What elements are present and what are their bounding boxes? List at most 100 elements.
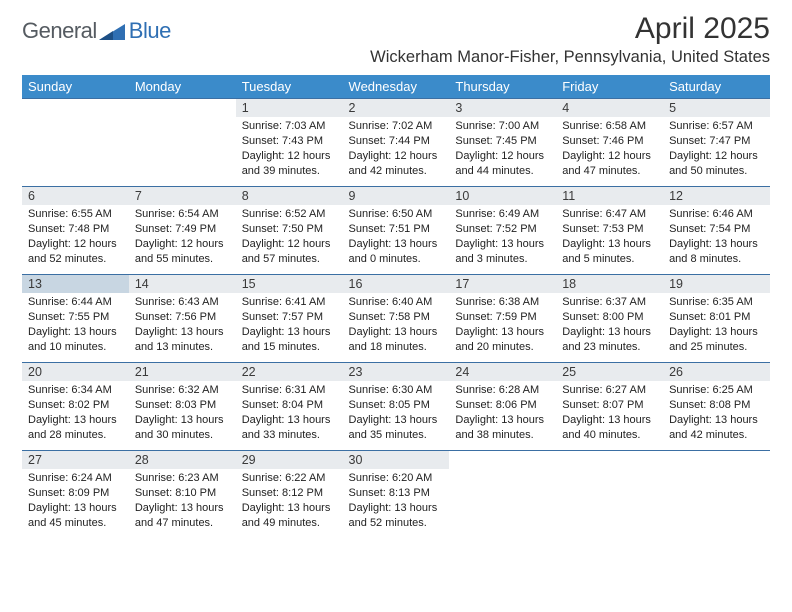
sunset-line: Sunset: 7:54 PM — [669, 222, 764, 237]
sunrise-line: Sunrise: 6:43 AM — [135, 295, 230, 310]
daylight-line: Daylight: 12 hours and 57 minutes. — [242, 237, 337, 267]
day-number-bar: 24 — [449, 363, 556, 381]
sunrise-line: Sunrise: 6:28 AM — [455, 383, 550, 398]
day-number-bar: 18 — [556, 275, 663, 293]
daylight-line: Daylight: 13 hours and 38 minutes. — [455, 413, 550, 443]
calendar-day-cell: 6Sunrise: 6:55 AMSunset: 7:48 PMDaylight… — [22, 187, 129, 275]
sunset-line: Sunset: 7:51 PM — [349, 222, 444, 237]
day-body: Sunrise: 6:43 AMSunset: 7:56 PMDaylight:… — [129, 293, 236, 358]
sunrise-line: Sunrise: 6:54 AM — [135, 207, 230, 222]
day-number-bar: 7 — [129, 187, 236, 205]
day-number-bar: 1 — [236, 99, 343, 117]
day-number-bar: 17 — [449, 275, 556, 293]
day-body: Sunrise: 6:44 AMSunset: 7:55 PMDaylight:… — [22, 293, 129, 358]
calendar-day-cell: 18Sunrise: 6:37 AMSunset: 8:00 PMDayligh… — [556, 275, 663, 363]
weekday-header: Thursday — [449, 75, 556, 99]
calendar-day-cell: 16Sunrise: 6:40 AMSunset: 7:58 PMDayligh… — [343, 275, 450, 363]
day-number-bar: 14 — [129, 275, 236, 293]
calendar-day-cell: 10Sunrise: 6:49 AMSunset: 7:52 PMDayligh… — [449, 187, 556, 275]
day-body: Sunrise: 6:20 AMSunset: 8:13 PMDaylight:… — [343, 469, 450, 534]
day-body: Sunrise: 6:25 AMSunset: 8:08 PMDaylight:… — [663, 381, 770, 446]
weekday-header: Saturday — [663, 75, 770, 99]
day-body: Sunrise: 6:27 AMSunset: 8:07 PMDaylight:… — [556, 381, 663, 446]
day-number-bar: 28 — [129, 451, 236, 469]
day-number-bar: 19 — [663, 275, 770, 293]
day-body: Sunrise: 7:03 AMSunset: 7:43 PMDaylight:… — [236, 117, 343, 182]
calendar-day-cell: 5Sunrise: 6:57 AMSunset: 7:47 PMDaylight… — [663, 99, 770, 187]
calendar-day-cell: 23Sunrise: 6:30 AMSunset: 8:05 PMDayligh… — [343, 363, 450, 451]
sunrise-line: Sunrise: 6:32 AM — [135, 383, 230, 398]
brand-name-b: Blue — [99, 18, 171, 44]
day-number-bar: 11 — [556, 187, 663, 205]
day-body: Sunrise: 6:31 AMSunset: 8:04 PMDaylight:… — [236, 381, 343, 446]
day-body: Sunrise: 6:58 AMSunset: 7:46 PMDaylight:… — [556, 117, 663, 182]
day-body: Sunrise: 6:30 AMSunset: 8:05 PMDaylight:… — [343, 381, 450, 446]
daylight-line: Daylight: 13 hours and 35 minutes. — [349, 413, 444, 443]
sunset-line: Sunset: 8:13 PM — [349, 486, 444, 501]
sunrise-line: Sunrise: 6:41 AM — [242, 295, 337, 310]
day-number-bar: 23 — [343, 363, 450, 381]
sunset-line: Sunset: 7:57 PM — [242, 310, 337, 325]
sunset-line: Sunset: 8:03 PM — [135, 398, 230, 413]
calendar-day-cell: .. — [663, 451, 770, 539]
sunset-line: Sunset: 7:59 PM — [455, 310, 550, 325]
calendar-page: General Blue April 2025 Wickerham Manor-… — [0, 0, 792, 612]
calendar-week-row: 6Sunrise: 6:55 AMSunset: 7:48 PMDaylight… — [22, 187, 770, 275]
calendar-day-cell: 21Sunrise: 6:32 AMSunset: 8:03 PMDayligh… — [129, 363, 236, 451]
sunset-line: Sunset: 7:55 PM — [28, 310, 123, 325]
sunrise-line: Sunrise: 6:52 AM — [242, 207, 337, 222]
brand-logo: General Blue — [22, 18, 171, 44]
day-number-bar: 30 — [343, 451, 450, 469]
calendar-day-cell: 27Sunrise: 6:24 AMSunset: 8:09 PMDayligh… — [22, 451, 129, 539]
weekday-header: Wednesday — [343, 75, 450, 99]
daylight-line: Daylight: 12 hours and 55 minutes. — [135, 237, 230, 267]
day-number-bar: 15 — [236, 275, 343, 293]
sunrise-line: Sunrise: 6:47 AM — [562, 207, 657, 222]
day-body: Sunrise: 6:47 AMSunset: 7:53 PMDaylight:… — [556, 205, 663, 270]
daylight-line: Daylight: 12 hours and 42 minutes. — [349, 149, 444, 179]
sunset-line: Sunset: 8:09 PM — [28, 486, 123, 501]
sunset-line: Sunset: 8:02 PM — [28, 398, 123, 413]
weekday-header: Tuesday — [236, 75, 343, 99]
daylight-line: Daylight: 12 hours and 39 minutes. — [242, 149, 337, 179]
calendar-day-cell: 11Sunrise: 6:47 AMSunset: 7:53 PMDayligh… — [556, 187, 663, 275]
day-number-bar: 9 — [343, 187, 450, 205]
calendar-table: SundayMondayTuesdayWednesdayThursdayFrid… — [22, 75, 770, 539]
calendar-thead: SundayMondayTuesdayWednesdayThursdayFrid… — [22, 75, 770, 99]
sunset-line: Sunset: 7:58 PM — [349, 310, 444, 325]
calendar-week-row: 20Sunrise: 6:34 AMSunset: 8:02 PMDayligh… — [22, 363, 770, 451]
sunset-line: Sunset: 8:01 PM — [669, 310, 764, 325]
daylight-line: Daylight: 13 hours and 28 minutes. — [28, 413, 123, 443]
calendar-day-cell: 29Sunrise: 6:22 AMSunset: 8:12 PMDayligh… — [236, 451, 343, 539]
day-body: Sunrise: 6:34 AMSunset: 8:02 PMDaylight:… — [22, 381, 129, 446]
day-body: Sunrise: 6:49 AMSunset: 7:52 PMDaylight:… — [449, 205, 556, 270]
calendar-week-row: 27Sunrise: 6:24 AMSunset: 8:09 PMDayligh… — [22, 451, 770, 539]
calendar-day-cell: 9Sunrise: 6:50 AMSunset: 7:51 PMDaylight… — [343, 187, 450, 275]
daylight-line: Daylight: 13 hours and 49 minutes. — [242, 501, 337, 531]
sunset-line: Sunset: 8:08 PM — [669, 398, 764, 413]
sunrise-line: Sunrise: 6:22 AM — [242, 471, 337, 486]
calendar-day-cell: 2Sunrise: 7:02 AMSunset: 7:44 PMDaylight… — [343, 99, 450, 187]
day-number-bar: 4 — [556, 99, 663, 117]
day-number-bar: 25 — [556, 363, 663, 381]
sunrise-line: Sunrise: 6:49 AM — [455, 207, 550, 222]
day-number-bar: 27 — [22, 451, 129, 469]
day-number-bar: 10 — [449, 187, 556, 205]
day-body: Sunrise: 6:52 AMSunset: 7:50 PMDaylight:… — [236, 205, 343, 270]
calendar-day-cell: 17Sunrise: 6:38 AMSunset: 7:59 PMDayligh… — [449, 275, 556, 363]
sunrise-line: Sunrise: 6:40 AM — [349, 295, 444, 310]
calendar-week-row: 13Sunrise: 6:44 AMSunset: 7:55 PMDayligh… — [22, 275, 770, 363]
sunset-line: Sunset: 7:52 PM — [455, 222, 550, 237]
sunrise-line: Sunrise: 6:35 AM — [669, 295, 764, 310]
sunset-line: Sunset: 7:43 PM — [242, 134, 337, 149]
daylight-line: Daylight: 13 hours and 30 minutes. — [135, 413, 230, 443]
daylight-line: Daylight: 12 hours and 52 minutes. — [28, 237, 123, 267]
daylight-line: Daylight: 13 hours and 15 minutes. — [242, 325, 337, 355]
day-number-bar: 6 — [22, 187, 129, 205]
day-number-bar: 29 — [236, 451, 343, 469]
calendar-day-cell: .. — [22, 99, 129, 187]
day-body: Sunrise: 6:35 AMSunset: 8:01 PMDaylight:… — [663, 293, 770, 358]
day-number-bar: 8 — [236, 187, 343, 205]
sunset-line: Sunset: 8:06 PM — [455, 398, 550, 413]
sunset-line: Sunset: 7:44 PM — [349, 134, 444, 149]
